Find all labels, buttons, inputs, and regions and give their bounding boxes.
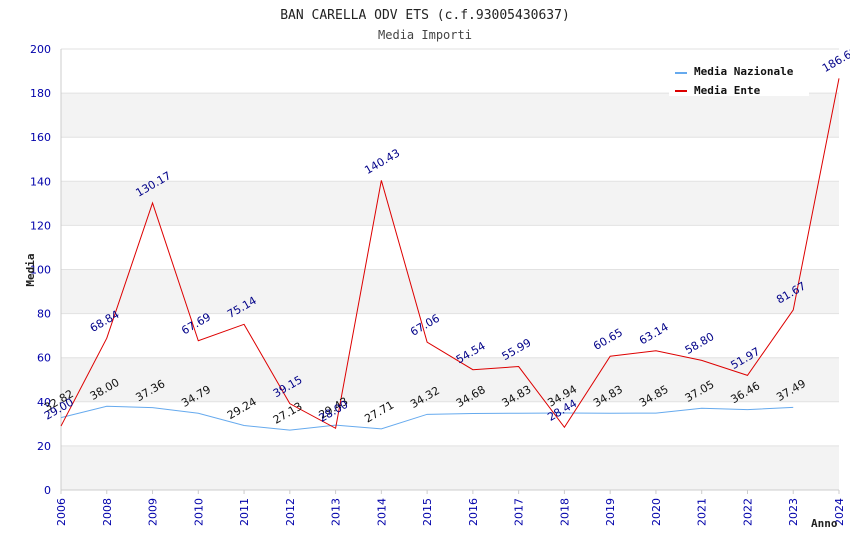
background-band xyxy=(61,357,839,402)
x-tick-label: 2019 xyxy=(604,498,617,526)
legend-label-media-ente: Media Ente xyxy=(694,84,761,97)
y-tick-label: 160 xyxy=(30,131,51,144)
y-tick-label: 140 xyxy=(30,175,51,188)
x-tick-label: 2015 xyxy=(421,498,434,526)
x-tick-label: 2009 xyxy=(147,498,160,526)
y-tick-label: 0 xyxy=(44,484,51,497)
chart-subtitle: Media Importi xyxy=(378,28,472,42)
x-tick-label: 2016 xyxy=(467,498,480,526)
legend: Media Nazionale Media Ente xyxy=(669,60,809,97)
y-tick-label: 20 xyxy=(37,440,51,453)
x-tick-label: 2023 xyxy=(787,498,800,526)
data-label-media-nazionale: 27.13 xyxy=(271,400,305,427)
x-tick-label: 2013 xyxy=(330,498,343,526)
x-tick-label: 2018 xyxy=(558,498,571,526)
y-tick-label: 40 xyxy=(37,396,51,409)
data-label-media-ente: 58.80 xyxy=(683,330,717,357)
y-tick-label: 80 xyxy=(37,308,51,321)
x-tick-label: 2022 xyxy=(741,498,754,526)
x-axis-title: Anno xyxy=(811,517,838,530)
data-label-media-ente: 63.14 xyxy=(637,320,671,347)
series-line-media-ente xyxy=(60,78,840,430)
x-tick-label: 2021 xyxy=(696,498,709,526)
x-tick-label: 2010 xyxy=(192,498,205,526)
x-tick-label: 2008 xyxy=(101,498,114,526)
x-tick-label: 2006 xyxy=(55,498,68,526)
x-tick-label: 2024 xyxy=(833,498,846,526)
background-band xyxy=(61,269,839,314)
data-label-media-nazionale: 27.71 xyxy=(362,398,396,425)
background-band xyxy=(61,93,839,138)
legend-label-media-nazionale: Media Nazionale xyxy=(694,65,794,78)
chart-title: BAN CARELLA ODV ETS (c.f.93005430637) xyxy=(280,8,570,23)
y-tick-label: 60 xyxy=(37,352,51,365)
y-tick-label: 180 xyxy=(30,87,51,100)
series-line-media-nazionale xyxy=(60,405,794,431)
data-label-media-ente: 140.43 xyxy=(362,146,402,177)
x-tick-label: 2014 xyxy=(375,498,388,526)
y-tick-label: 200 xyxy=(30,43,51,56)
background-band xyxy=(61,445,839,490)
data-label-media-ente: 60.65 xyxy=(591,326,625,353)
x-tick-label: 2020 xyxy=(650,498,663,526)
background-band xyxy=(61,181,839,226)
y-axis-title: Media xyxy=(24,253,37,286)
x-tick-label: 2011 xyxy=(238,498,251,526)
y-tick-label: 100 xyxy=(30,264,51,277)
x-tick-label: 2012 xyxy=(284,498,297,526)
y-tick-label: 120 xyxy=(30,219,51,232)
x-tick-label: 2017 xyxy=(513,498,526,526)
legend-box xyxy=(669,60,809,96)
